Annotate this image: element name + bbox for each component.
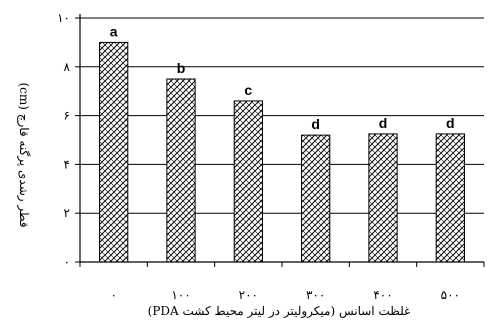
x-tick-label: ۳۰۰ xyxy=(306,288,325,302)
y-axis-title: قطر رشدی پرگنه قارچ (cm) xyxy=(17,82,31,227)
bar-data-label: b xyxy=(177,60,186,76)
x-tick-label: ۰ xyxy=(110,288,116,302)
bar-data-label: d xyxy=(446,115,455,131)
x-tick-label: ۱۰۰ xyxy=(171,288,190,302)
bar xyxy=(234,101,262,262)
bar xyxy=(436,134,464,262)
bars xyxy=(100,42,465,262)
bar-data-label: c xyxy=(244,82,252,98)
y-tick-label: ۱۰ xyxy=(57,11,70,25)
gridlines xyxy=(80,18,484,213)
bar-data-label: d xyxy=(311,116,320,132)
bar xyxy=(302,135,330,262)
y-tick-label: ۲ xyxy=(64,206,70,220)
bar xyxy=(100,42,128,262)
y-tick-label: ۶ xyxy=(64,109,70,123)
x-axis-title: غلظت اسانس (میکرولیتر در لیتر محیط کشت P… xyxy=(148,304,411,318)
x-tick-label: ۵۰۰ xyxy=(441,288,460,302)
bar-data-label: a xyxy=(110,23,118,39)
axes xyxy=(75,14,484,267)
bar xyxy=(167,79,195,262)
y-tick-label: ۰ xyxy=(64,255,70,269)
bar xyxy=(369,134,397,262)
x-tick-label: ۲۰۰ xyxy=(239,288,258,302)
y-tick-label: ۸ xyxy=(64,60,71,74)
x-tick-label: ۴۰۰ xyxy=(373,288,392,302)
bar-data-label: d xyxy=(379,115,388,131)
y-tick-label: ۴ xyxy=(64,157,70,171)
